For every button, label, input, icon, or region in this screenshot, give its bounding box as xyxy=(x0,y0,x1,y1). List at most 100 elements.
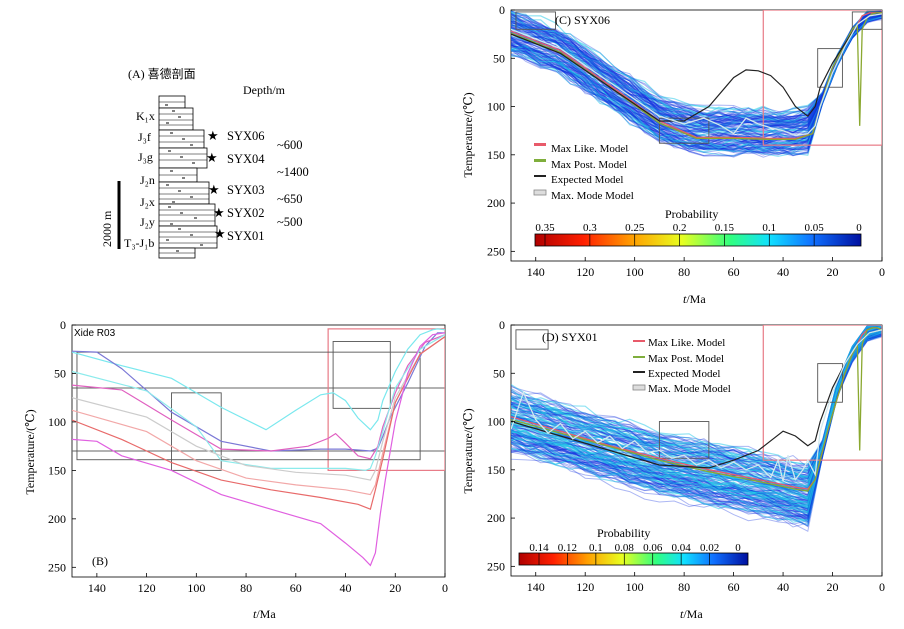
sample-label: SYX06 xyxy=(227,129,265,143)
x-tick-label: 20 xyxy=(389,581,401,595)
colorbar-tick-label: 0.06 xyxy=(643,542,663,554)
formation-label: J₂n xyxy=(140,173,155,187)
model-path xyxy=(511,325,882,469)
series-line xyxy=(72,334,445,472)
colorbar-tick-label: 0 xyxy=(735,542,741,554)
model-path xyxy=(511,17,882,156)
x-tick-label: 40 xyxy=(777,265,789,279)
legend-entry: Max. Mode Model xyxy=(648,383,731,395)
legend-entry: Max Like. Model xyxy=(551,143,628,155)
constraint-box xyxy=(762,10,882,146)
series-line xyxy=(72,332,445,452)
model-path xyxy=(511,325,882,466)
sample-label: SYX03 xyxy=(227,183,265,197)
series-line xyxy=(72,332,445,567)
formation-label: K₁x xyxy=(136,109,155,123)
panel-label: (B) xyxy=(92,554,108,568)
colorbar-tick-label: 0.12 xyxy=(558,542,577,554)
panel-label: (C) SYX06 xyxy=(555,13,610,27)
series-line xyxy=(72,336,445,481)
legend-swatch xyxy=(633,356,645,358)
legend-swatch xyxy=(534,159,546,162)
legend-swatch xyxy=(632,384,646,391)
model-path xyxy=(511,10,882,129)
y-tick-label: 200 xyxy=(487,196,505,210)
x-tick-label: 120 xyxy=(576,580,594,594)
x-tick-label: 40 xyxy=(340,581,352,595)
x-tick-label: 60 xyxy=(290,581,302,595)
model-path xyxy=(511,335,882,527)
y-tick-label: 250 xyxy=(48,560,66,574)
colorbar-tick-label: 0 xyxy=(856,222,862,234)
x-tick-label: 100 xyxy=(626,580,644,594)
series-line xyxy=(511,13,882,122)
star-icon: ★ xyxy=(213,205,225,220)
x-tick-label: 0 xyxy=(879,580,885,594)
y-tick-label: 0 xyxy=(499,3,505,17)
formation-label: T₃-J₁b xyxy=(124,236,154,250)
y-tick-label: 150 xyxy=(487,148,505,162)
legend-swatch xyxy=(633,340,645,342)
y-tick-label: 150 xyxy=(48,463,66,477)
model-path xyxy=(511,17,882,157)
x-tick-label: 80 xyxy=(240,581,252,595)
x-tick-label: 120 xyxy=(138,581,156,595)
depth-value: ~1400 xyxy=(277,165,309,179)
panel-label: (D) SYX01 xyxy=(542,330,598,344)
formation-label: J₂x xyxy=(140,195,155,209)
colorbar-tick-label: 0.1 xyxy=(589,542,603,554)
model-path xyxy=(511,17,882,155)
panel-a-title: (A) 喜德剖面 xyxy=(128,66,196,81)
colorbar-title: Probability xyxy=(597,526,650,540)
y-tick-label: 250 xyxy=(487,244,505,258)
star-icon: ★ xyxy=(207,128,219,143)
colorbar-tick-label: 0.1 xyxy=(762,222,776,234)
y-tick-label: 50 xyxy=(493,51,505,65)
model-path xyxy=(511,325,882,474)
x-axis-label-unit: /Ma xyxy=(683,607,703,621)
series-line xyxy=(511,12,882,141)
y-tick-label: 100 xyxy=(487,100,505,114)
colorbar-tick-label: 0.2 xyxy=(673,222,687,234)
colorbar-tick-label: 0.35 xyxy=(535,222,555,234)
formation-label: J₃g xyxy=(138,150,153,164)
x-axis-label: t/Ma xyxy=(683,292,706,306)
model-path xyxy=(511,325,882,474)
sample-label: SYX01 xyxy=(227,229,265,243)
colorbar-tick-label: 0.25 xyxy=(625,222,645,234)
legend-entry: Expected Model xyxy=(551,174,623,186)
x-tick-label: 140 xyxy=(527,265,545,279)
colorbar: Probability 0.14 0.12 0.1 0.08 0.06 0.04 0.02 0 xyxy=(518,526,749,566)
x-axis-label-t: t xyxy=(680,607,684,621)
constraint-box xyxy=(76,351,421,461)
x-tick-label: 120 xyxy=(576,265,594,279)
model-path xyxy=(511,334,882,528)
legend-entry: Max Post. Model xyxy=(648,353,724,365)
x-tick-label: 140 xyxy=(88,581,106,595)
x-tick-label: 20 xyxy=(827,265,839,279)
x-tick-label: 140 xyxy=(527,580,545,594)
colorbar-tick-label: 0.3 xyxy=(583,222,597,234)
x-tick-label: 100 xyxy=(187,581,205,595)
model-path xyxy=(511,10,882,123)
legend-swatch xyxy=(533,189,547,196)
y-tick-label: 200 xyxy=(487,511,505,525)
colorbar-tick-label: 0.15 xyxy=(715,222,735,234)
scale-bar-label: 2000 m xyxy=(100,210,114,247)
series-line xyxy=(511,327,882,492)
formation-label: J₂y xyxy=(140,215,155,229)
legend-swatch xyxy=(633,371,645,373)
colorbar-tick-label: 0.08 xyxy=(615,542,635,554)
sample-labels: SYX06 SYX04 SYX03 SYX02 SYX01 xyxy=(227,129,265,243)
depth-value: ~600 xyxy=(277,138,303,152)
star-icon: ★ xyxy=(206,150,218,165)
depth-value: ~650 xyxy=(277,192,303,206)
x-tick-label: 0 xyxy=(879,265,885,279)
sample-stars: ★ ★ ★ ★ ★ xyxy=(206,128,226,241)
y-tick-label: 100 xyxy=(48,415,66,429)
constraint-box xyxy=(658,117,710,144)
model-path xyxy=(511,334,882,527)
x-tick-label: 100 xyxy=(626,265,644,279)
panel-a: (A) 喜德剖面 Depth/m K₁x J₃f J₃g J₂n J₂x J₂y… xyxy=(100,66,309,259)
